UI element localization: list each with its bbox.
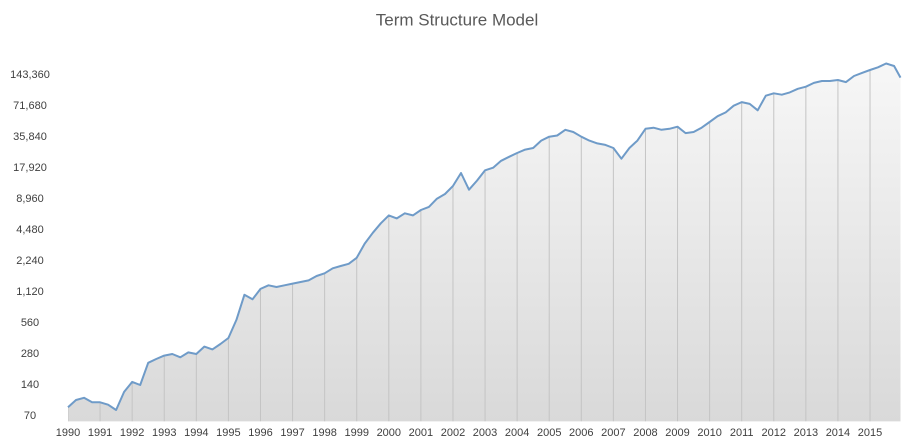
x-tick-label: 1999	[344, 427, 368, 439]
x-tick-label: 1994	[184, 427, 208, 439]
y-tick-label: 1,120	[16, 286, 44, 298]
x-tick-label: 1995	[216, 427, 240, 439]
x-tick-label: 2012	[762, 427, 786, 439]
x-tick-label: 2010	[697, 427, 721, 439]
x-tick-label: 2004	[505, 427, 529, 439]
x-tick-label: 2005	[537, 427, 561, 439]
x-tick-label: 2009	[665, 427, 689, 439]
x-tick-label: 1991	[88, 427, 112, 439]
line	[67, 62, 902, 411]
x-tick-label: 2011	[730, 427, 754, 439]
x-tick-label: 2001	[409, 427, 433, 439]
y-tick-label: 71,680	[13, 100, 47, 112]
x-tick-label: 2008	[633, 427, 657, 439]
y-tick-label: 35,840	[13, 131, 47, 143]
y-tick-label: 560	[21, 317, 39, 329]
chart-title: Term Structure Model	[376, 10, 539, 29]
y-tick-label: 70	[24, 410, 36, 422]
y-tick-label: 280	[21, 348, 39, 360]
x-tick-label: 2003	[473, 427, 497, 439]
y-tick-label: 17,920	[13, 162, 47, 174]
x-tick-label: 1992	[120, 427, 144, 439]
x-tick-label: 2000	[377, 427, 401, 439]
x-tick-label: 1998	[312, 427, 336, 439]
x-tick-label: 1997	[280, 427, 304, 439]
x-tick-label: 2014	[826, 427, 850, 439]
x-tick-label: 2013	[794, 427, 818, 439]
y-tick-label: 143,360	[10, 69, 50, 81]
x-tick-label: 1990	[56, 427, 80, 439]
x-tick-label: 2007	[601, 427, 625, 439]
y-tick-label: 140	[21, 379, 39, 391]
x-tick-label: 2006	[569, 427, 593, 439]
y-tick-label: 2,240	[16, 255, 44, 267]
x-tick-label: 1996	[248, 427, 272, 439]
y-tick-label: 4,480	[16, 224, 44, 236]
y-tick-label: 8,960	[16, 193, 44, 205]
x-tick-label: 2002	[441, 427, 465, 439]
area	[68, 63, 901, 422]
x-tick-label: 2015	[858, 427, 882, 439]
x-tick-label: 1993	[152, 427, 176, 439]
